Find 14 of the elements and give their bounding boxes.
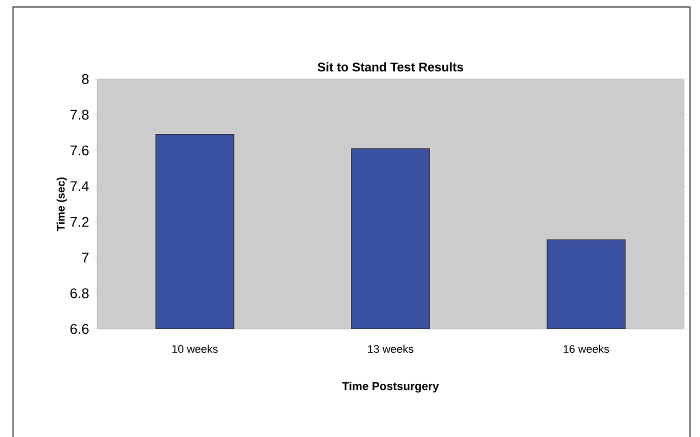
y-tick-label: 6.8: [70, 288, 89, 298]
x-tick-label: 13 weeks: [368, 344, 414, 353]
y-tick-label: 7.2: [70, 216, 89, 227]
y-axis-title: Time (sec): [56, 177, 67, 231]
chart-title: Sit to Stand Test Results: [318, 62, 464, 72]
y-tick-label: 7.4: [70, 181, 89, 191]
y-tick-label: 6.6: [70, 324, 89, 334]
x-axis-title: Time Postsurgery: [342, 382, 439, 393]
y-tick-label: 7: [82, 252, 89, 262]
y-tick-label: 7.8: [70, 110, 89, 120]
y-tick-label: 8: [82, 74, 89, 84]
x-tick-label: 16 weeks: [564, 344, 609, 353]
x-tick-label: 10 weeks: [172, 344, 218, 353]
y-tick-label: 7.6: [70, 145, 89, 156]
